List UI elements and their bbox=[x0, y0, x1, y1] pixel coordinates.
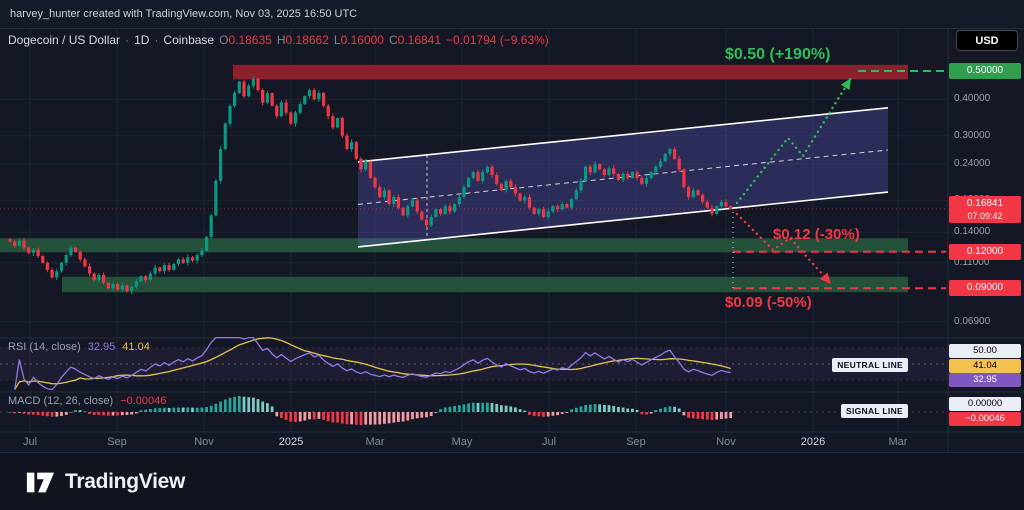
price-tick: 0.40000 bbox=[954, 93, 991, 104]
separator: · bbox=[154, 33, 159, 47]
countdown-timer: 07:09:42 bbox=[967, 210, 1003, 221]
tradingview-logo[interactable]: TradingView bbox=[24, 467, 185, 497]
status-bar: harvey_hunter created with TradingView.c… bbox=[0, 0, 1024, 29]
channel-top-line[interactable] bbox=[357, 107, 889, 163]
support-zone-012[interactable] bbox=[0, 238, 908, 253]
open-value: O 0.18635 bbox=[219, 33, 272, 47]
macd-value: −0.00046 bbox=[120, 395, 167, 407]
interval-label[interactable]: 1D bbox=[134, 33, 150, 47]
exchange-label: Coinbase bbox=[163, 33, 215, 47]
symbol-title[interactable]: Dogecoin / US Dollar bbox=[8, 33, 121, 47]
price-axis[interactable]: 0.40000 0.30000 0.24000 0.18000 0.14000 … bbox=[948, 28, 1024, 452]
macd-histogram[interactable] bbox=[8, 396, 733, 425]
time-axis[interactable]: Jul Sep Nov 2025 Mar May Jul Sep Nov 202… bbox=[0, 432, 948, 452]
rsi-ma-badge: 41.04 bbox=[949, 359, 1021, 373]
rsi-line[interactable] bbox=[14, 336, 731, 391]
channel-mid-line bbox=[357, 149, 889, 205]
rsi-ma-line[interactable] bbox=[14, 337, 731, 390]
neutral-line-label[interactable]: NEUTRAL LINE bbox=[832, 358, 908, 372]
rsi-title: RSI (14, close) bbox=[8, 341, 81, 353]
target-price-badge-012: 0.12000 bbox=[949, 244, 1021, 260]
target-annotation-up[interactable]: $0.50 (+190%) bbox=[725, 46, 831, 63]
time-label: Sep bbox=[107, 436, 127, 448]
time-label: Nov bbox=[716, 436, 736, 448]
time-label: Sep bbox=[626, 436, 646, 448]
current-price-badge: 0.16841 07:09:42 bbox=[949, 196, 1021, 223]
target-annotation-mid[interactable]: $0.12 (-30%) bbox=[773, 226, 860, 243]
rsi-value: 32.95 bbox=[87, 341, 116, 353]
footer-bar: TradingView bbox=[0, 452, 1024, 510]
time-label: Jul bbox=[541, 436, 557, 448]
rsi-value-badge: 32.95 bbox=[949, 373, 1021, 387]
price-tick: 0.14000 bbox=[954, 226, 991, 237]
macd-value-badge: −0.00046 bbox=[949, 412, 1021, 426]
target-price-badge-009: 0.09000 bbox=[949, 280, 1021, 296]
low-value: L 0.16000 bbox=[333, 33, 384, 47]
currency-toggle-button[interactable]: USD bbox=[956, 30, 1018, 51]
price-tick: 0.24000 bbox=[954, 158, 991, 169]
close-value: C 0.16841 bbox=[388, 33, 442, 47]
time-label: Mar bbox=[365, 436, 385, 448]
tradingview-logo-text: TradingView bbox=[65, 470, 186, 493]
time-label-year: 2026 bbox=[800, 436, 826, 448]
price-tick: 0.30000 bbox=[954, 130, 991, 141]
price-tick: 0.06900 bbox=[954, 316, 991, 327]
time-label: Jul bbox=[22, 436, 38, 448]
target-annotation-down[interactable]: $0.09 (-50%) bbox=[725, 294, 812, 311]
target-price-badge-050: 0.50000 bbox=[949, 63, 1021, 79]
macd-zero-badge: 0.00000 bbox=[949, 397, 1021, 411]
candlestick-series[interactable] bbox=[8, 75, 733, 295]
rsi-ma-value: 41.04 bbox=[122, 341, 150, 353]
resistance-zone-050[interactable] bbox=[233, 64, 908, 80]
separator: · bbox=[125, 33, 130, 47]
grid bbox=[0, 28, 948, 432]
tradingview-logo-icon bbox=[26, 472, 55, 493]
time-label-year: 2025 bbox=[278, 436, 304, 448]
channel-bottom-line[interactable] bbox=[357, 191, 889, 248]
change-value: −0.01794 (−9.63%) bbox=[446, 33, 549, 47]
time-label: Mar bbox=[888, 436, 908, 448]
time-label: May bbox=[451, 436, 473, 448]
bullish-projection-arrow[interactable] bbox=[735, 76, 853, 205]
price-tick: 0.11000 bbox=[954, 257, 990, 268]
high-value: H 0.18662 bbox=[276, 33, 329, 47]
bullish-projection-arrow-head bbox=[840, 78, 851, 90]
signal-line-label[interactable]: SIGNAL LINE bbox=[841, 404, 908, 418]
bearish-projection-arrow-head bbox=[819, 272, 831, 284]
rsi-legend[interactable]: RSI (14, close) 32.95 41.04 bbox=[8, 341, 150, 353]
macd-legend[interactable]: MACD (12, 26, close) −0.00046 bbox=[8, 395, 166, 407]
support-zone-009[interactable] bbox=[62, 276, 908, 293]
bearish-projection-arrow[interactable] bbox=[735, 212, 833, 286]
time-label: Nov bbox=[194, 436, 214, 448]
symbol-legend[interactable]: Dogecoin / US Dollar · 1D · Coinbase O 0.… bbox=[8, 33, 549, 47]
rsi-neutral-badge: 50.00 bbox=[949, 344, 1021, 358]
macd-title: MACD (12, 26, close) bbox=[8, 395, 114, 407]
attribution-text: harvey_hunter created with TradingView.c… bbox=[10, 8, 358, 20]
